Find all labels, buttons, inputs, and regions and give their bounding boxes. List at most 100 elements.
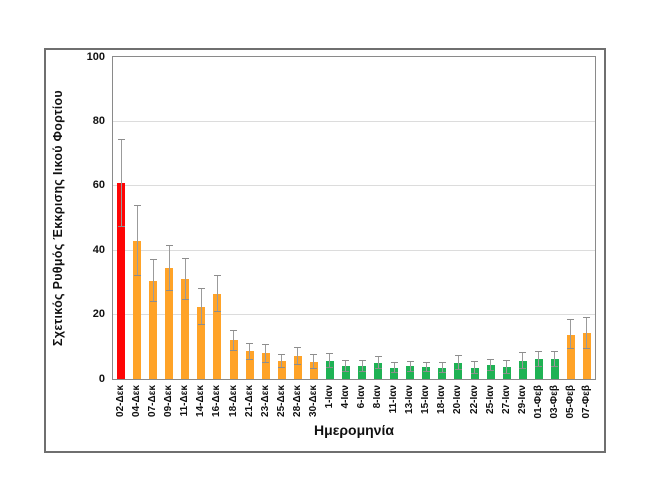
y-tick-label: 20 xyxy=(92,308,105,321)
bar xyxy=(566,334,575,379)
error-bar-cap xyxy=(358,360,366,362)
error-bar-cap xyxy=(342,360,350,362)
bar xyxy=(309,361,318,379)
x-tick-label: 20-Ιαν xyxy=(452,385,464,414)
bar xyxy=(245,351,254,379)
bar xyxy=(293,355,302,379)
x-tick-label: 22-Ιαν xyxy=(468,385,480,414)
error-bar-cap xyxy=(358,370,366,372)
x-tick-label: 11-Δεκ xyxy=(179,385,191,417)
error-bar-cap xyxy=(181,299,189,301)
error-bar xyxy=(441,362,443,373)
y-tick-label: 80 xyxy=(92,114,105,127)
x-tick-label: 14-Δεκ xyxy=(195,385,207,417)
error-bar xyxy=(377,356,379,369)
x-tick-label: 23-Δεκ xyxy=(259,385,271,417)
error-bar-cap xyxy=(294,363,302,365)
error-bar xyxy=(457,355,459,370)
error-bar-cap xyxy=(503,360,511,362)
x-tick-label: 6-Ιαν xyxy=(356,385,368,409)
error-bar-cap xyxy=(487,370,495,372)
error-bar xyxy=(184,258,186,300)
bar xyxy=(422,367,431,379)
error-bar-cap xyxy=(165,289,173,291)
bar xyxy=(325,360,334,379)
gridline xyxy=(113,185,595,187)
error-bar-cap xyxy=(197,324,205,326)
error-bar xyxy=(120,139,122,227)
error-bar xyxy=(522,352,524,369)
y-tick-label: 0 xyxy=(98,372,105,385)
error-bar-cap xyxy=(262,361,270,363)
x-tick-label: 8-Ιαν xyxy=(372,385,384,409)
error-bar xyxy=(506,360,508,374)
error-bar xyxy=(409,361,411,372)
x-tick-label: 18-Ιαν xyxy=(436,385,448,414)
error-bar-cap xyxy=(149,259,157,261)
bar xyxy=(229,340,238,379)
error-bar xyxy=(570,319,572,349)
x-axis-title: Ημερομηνία xyxy=(314,422,394,438)
error-bar-cap xyxy=(583,316,591,318)
error-bar-cap xyxy=(503,372,511,374)
bar xyxy=(454,362,463,379)
error-bar-cap xyxy=(213,275,221,277)
x-tick-label: 07-Φεβ xyxy=(580,385,592,419)
error-bar-cap xyxy=(165,244,173,246)
error-bar xyxy=(361,360,363,372)
bar xyxy=(341,366,350,379)
error-bar-cap xyxy=(422,361,430,363)
error-bar-cap xyxy=(390,372,398,374)
error-bar-cap xyxy=(310,354,318,356)
error-bar-cap xyxy=(567,348,575,350)
error-bar-cap xyxy=(342,370,350,372)
bar xyxy=(534,359,543,379)
error-bar-cap xyxy=(519,367,527,369)
bar xyxy=(390,367,399,379)
error-bar-cap xyxy=(406,360,414,362)
error-bar-cap xyxy=(117,138,125,140)
error-bar xyxy=(313,354,315,369)
error-bar-cap xyxy=(246,358,254,360)
x-tick-label: 30-Δεκ xyxy=(307,385,319,417)
x-tick-label: 02-Δεκ xyxy=(115,385,127,417)
error-bar xyxy=(345,360,347,372)
error-bar-cap xyxy=(133,275,141,277)
bar xyxy=(550,359,559,379)
error-bar-cap xyxy=(535,365,543,367)
error-bar xyxy=(297,347,299,365)
x-tick-label: 4-Ιαν xyxy=(339,385,351,409)
error-bar-cap xyxy=(422,371,430,373)
error-bar xyxy=(152,259,154,302)
error-bar xyxy=(554,351,556,367)
error-bar-cap xyxy=(149,301,157,303)
bar xyxy=(261,353,270,379)
error-bar-cap xyxy=(181,257,189,259)
y-tick-label: 100 xyxy=(86,50,105,63)
error-bar-cap xyxy=(471,373,478,375)
x-tick-label: 25-Ιαν xyxy=(484,385,496,414)
x-tick-label: 09-Δεκ xyxy=(163,385,175,417)
error-bar-cap xyxy=(133,204,141,206)
error-bar-cap xyxy=(278,354,286,356)
x-tick-label: 16-Δεκ xyxy=(211,385,223,417)
y-axis-title-wrap: Σχετικός Ρυθμός Έκκρισης Ιικού Φορτίου xyxy=(48,57,68,379)
error-bar xyxy=(136,205,138,276)
error-bar-cap xyxy=(374,367,382,369)
bar xyxy=(181,279,190,379)
x-tick-label: 29-Ιαν xyxy=(516,385,528,414)
error-bar-cap xyxy=(551,351,559,353)
x-tick-label: 21-Δεκ xyxy=(243,385,255,417)
error-bar-cap xyxy=(438,362,446,364)
bar xyxy=(582,332,591,379)
x-tick-label: 18-Δεκ xyxy=(227,385,239,417)
bar xyxy=(406,366,415,379)
error-bar xyxy=(393,362,395,373)
error-bar xyxy=(168,245,170,291)
error-bar-cap xyxy=(374,356,382,358)
error-bar-cap xyxy=(535,350,543,352)
error-bar-cap xyxy=(583,347,591,349)
error-bar-cap xyxy=(197,287,205,289)
x-tick-label: 11-Ιαν xyxy=(388,385,400,414)
x-tick-label: 1-Ιαν xyxy=(323,385,335,409)
